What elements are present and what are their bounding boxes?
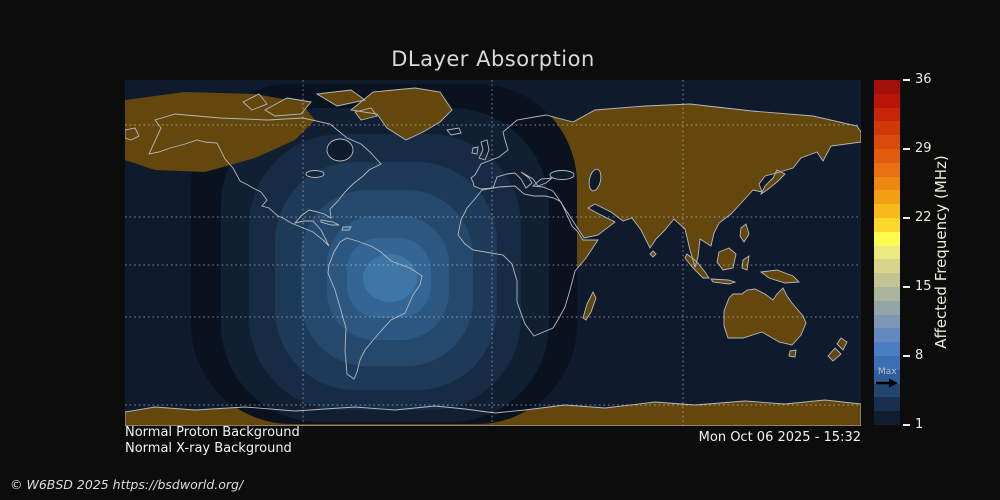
colorbar-tick-label: 29 [915, 141, 932, 156]
colorbar: 36 29 22 15 8 1 Max [874, 72, 932, 432]
colorbar-step [874, 135, 900, 149]
hudson-bay [326, 138, 354, 162]
colorbar-step [874, 176, 900, 191]
colorbar-step [874, 245, 900, 260]
colorbar-step [874, 383, 900, 398]
colorbar-tick-label: 1 [915, 417, 924, 432]
colorbar-max-marker: Max [876, 367, 900, 388]
colorbar-step [874, 397, 900, 412]
page-title: DLayer Absorption [391, 47, 595, 71]
colorbar-tick-label: 22 [915, 210, 932, 225]
colorbar-step [874, 107, 900, 122]
colorbar-tick-label: 8 [915, 348, 924, 363]
colorbar-step [874, 328, 900, 343]
colorbar-tick-mark [903, 217, 910, 219]
great-lakes [305, 170, 325, 178]
colorbar-axis-label: Affected Frequency (MHz) [932, 155, 950, 349]
colorbar-tick-label: 15 [915, 279, 932, 294]
colorbar-step [874, 273, 900, 287]
colorbar-step [874, 300, 900, 315]
black-sea [549, 170, 575, 180]
colorbar-step [874, 204, 900, 218]
colorbar-tick-mark [903, 424, 910, 426]
colorbar-step [874, 217, 900, 232]
world-map [125, 80, 861, 426]
colorbar-step [874, 121, 900, 136]
map-timestamp: Mon Oct 06 2025 - 15:32 [698, 430, 861, 445]
graticule [125, 80, 861, 426]
proton-background-status: Normal Proton Background [125, 425, 300, 440]
colorbar-step [874, 148, 900, 163]
max-label: Max [878, 367, 897, 377]
background-conditions: Normal Proton Background Normal X-ray Ba… [125, 425, 300, 457]
copyright-notice: © W6BSD 2025 https://bsdworld.org/ [10, 477, 244, 492]
colorbar-step [874, 355, 900, 370]
colorbar-step [874, 80, 900, 94]
colorbar-step [874, 93, 900, 108]
caspian-sea [588, 168, 602, 192]
colorbar-step [874, 162, 900, 177]
colorbar-step [874, 231, 900, 246]
colorbar-step [874, 190, 900, 205]
colorbar-step [874, 411, 900, 425]
colorbar-step [874, 342, 900, 356]
colorbar-tick-mark [903, 355, 910, 357]
colorbar-gradient [874, 80, 900, 425]
colorbar-tick-mark [903, 148, 910, 150]
colorbar-tick-label: 36 [915, 72, 932, 87]
lakes-and-seas [305, 138, 602, 192]
colorbar-step [874, 286, 900, 301]
colorbar-step [874, 259, 900, 274]
max-arrow-icon [876, 378, 898, 388]
colorbar-step [874, 369, 900, 384]
colorbar-tick-mark [903, 79, 910, 81]
colorbar-step [874, 314, 900, 329]
colorbar-tick-mark [903, 286, 910, 288]
xray-background-status: Normal X-ray Background [125, 441, 292, 456]
